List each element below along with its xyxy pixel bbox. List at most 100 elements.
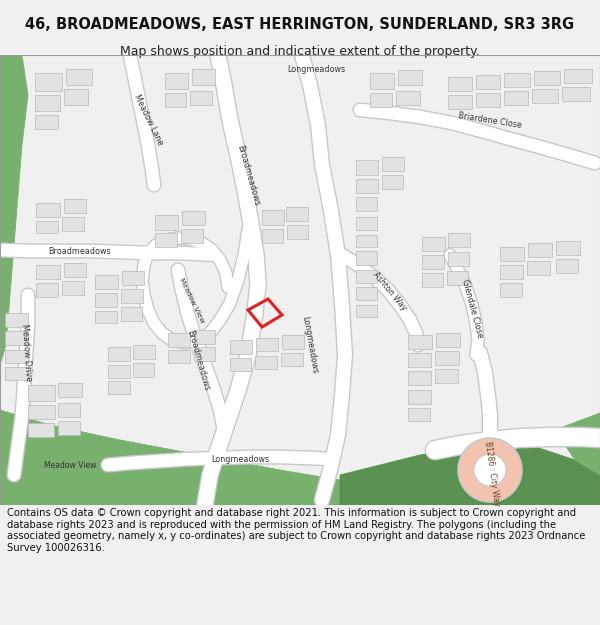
Polygon shape — [286, 207, 308, 221]
Polygon shape — [35, 95, 60, 111]
Polygon shape — [133, 363, 154, 377]
Polygon shape — [64, 263, 86, 277]
Polygon shape — [382, 157, 404, 171]
Polygon shape — [370, 93, 392, 107]
Polygon shape — [64, 89, 88, 105]
Polygon shape — [476, 75, 500, 89]
Polygon shape — [476, 93, 500, 107]
Polygon shape — [435, 369, 458, 383]
Polygon shape — [62, 281, 84, 295]
Polygon shape — [0, 410, 400, 505]
Polygon shape — [58, 421, 80, 435]
Polygon shape — [5, 350, 28, 363]
Polygon shape — [282, 335, 304, 349]
Text: Map shows position and indicative extent of the property.: Map shows position and indicative extent… — [120, 45, 480, 58]
Polygon shape — [64, 199, 86, 213]
Polygon shape — [192, 69, 215, 85]
Polygon shape — [356, 160, 378, 175]
Text: Broadmeadows: Broadmeadows — [49, 248, 112, 256]
Polygon shape — [281, 353, 303, 366]
Polygon shape — [448, 77, 472, 91]
Polygon shape — [356, 235, 377, 247]
Polygon shape — [165, 73, 188, 89]
Polygon shape — [165, 93, 186, 107]
Polygon shape — [534, 71, 560, 85]
Polygon shape — [133, 345, 155, 359]
Polygon shape — [66, 69, 92, 85]
Polygon shape — [182, 211, 205, 225]
Polygon shape — [262, 210, 284, 225]
Polygon shape — [556, 259, 578, 273]
Polygon shape — [504, 91, 528, 105]
Polygon shape — [556, 241, 580, 255]
Circle shape — [458, 438, 522, 502]
Polygon shape — [108, 347, 130, 361]
Polygon shape — [35, 73, 62, 91]
Text: Broadmeadows: Broadmeadows — [235, 144, 261, 206]
Polygon shape — [5, 313, 28, 327]
Polygon shape — [356, 287, 377, 300]
Polygon shape — [448, 252, 469, 266]
Polygon shape — [168, 350, 190, 363]
Polygon shape — [408, 390, 431, 404]
Polygon shape — [190, 91, 212, 105]
Polygon shape — [398, 70, 422, 85]
Polygon shape — [168, 333, 190, 347]
Polygon shape — [35, 115, 58, 129]
Polygon shape — [356, 197, 377, 211]
Polygon shape — [36, 265, 60, 279]
Polygon shape — [382, 175, 403, 189]
Polygon shape — [356, 179, 378, 193]
Polygon shape — [194, 330, 215, 344]
Polygon shape — [62, 217, 84, 231]
Polygon shape — [121, 307, 142, 321]
Polygon shape — [408, 408, 430, 421]
Polygon shape — [181, 229, 203, 243]
Text: Meadow View: Meadow View — [178, 276, 206, 324]
Text: Meadow Drive: Meadow Drive — [20, 324, 32, 382]
Polygon shape — [435, 351, 459, 365]
Polygon shape — [262, 229, 283, 243]
Text: Broadmeadows: Broadmeadows — [185, 329, 211, 391]
Polygon shape — [28, 405, 55, 419]
Polygon shape — [95, 311, 117, 323]
Polygon shape — [28, 423, 54, 437]
Text: Longmeadows: Longmeadows — [301, 316, 319, 374]
Polygon shape — [500, 247, 524, 261]
Polygon shape — [122, 271, 144, 285]
Polygon shape — [422, 255, 444, 269]
Polygon shape — [504, 73, 530, 87]
Polygon shape — [256, 338, 278, 351]
Polygon shape — [422, 237, 445, 251]
Polygon shape — [58, 403, 80, 417]
Polygon shape — [95, 293, 117, 307]
Polygon shape — [0, 55, 28, 365]
Text: 46, BROADMEADOWS, EAST HERRINGTON, SUNDERLAND, SR3 3RG: 46, BROADMEADOWS, EAST HERRINGTON, SUNDE… — [25, 16, 575, 31]
Polygon shape — [5, 367, 28, 380]
Polygon shape — [108, 365, 130, 378]
Polygon shape — [564, 69, 592, 83]
Polygon shape — [448, 95, 472, 109]
Polygon shape — [436, 333, 460, 347]
Text: Briardene Close: Briardene Close — [458, 111, 523, 131]
Polygon shape — [28, 385, 55, 401]
Polygon shape — [500, 283, 522, 297]
Polygon shape — [422, 273, 443, 287]
Text: Contains OS data © Crown copyright and database right 2021. This information is : Contains OS data © Crown copyright and d… — [7, 508, 586, 553]
Polygon shape — [255, 356, 277, 369]
Polygon shape — [108, 381, 130, 394]
Polygon shape — [356, 305, 377, 317]
Polygon shape — [36, 283, 58, 297]
Polygon shape — [230, 358, 251, 371]
Polygon shape — [447, 271, 468, 285]
Polygon shape — [5, 331, 28, 345]
Text: B1286 : City Way: B1286 : City Way — [483, 441, 501, 507]
Polygon shape — [408, 371, 431, 385]
Polygon shape — [36, 203, 60, 217]
Polygon shape — [95, 275, 118, 289]
Polygon shape — [527, 261, 550, 275]
Polygon shape — [528, 243, 552, 257]
Polygon shape — [230, 340, 252, 354]
Polygon shape — [58, 383, 82, 397]
Polygon shape — [155, 233, 177, 247]
